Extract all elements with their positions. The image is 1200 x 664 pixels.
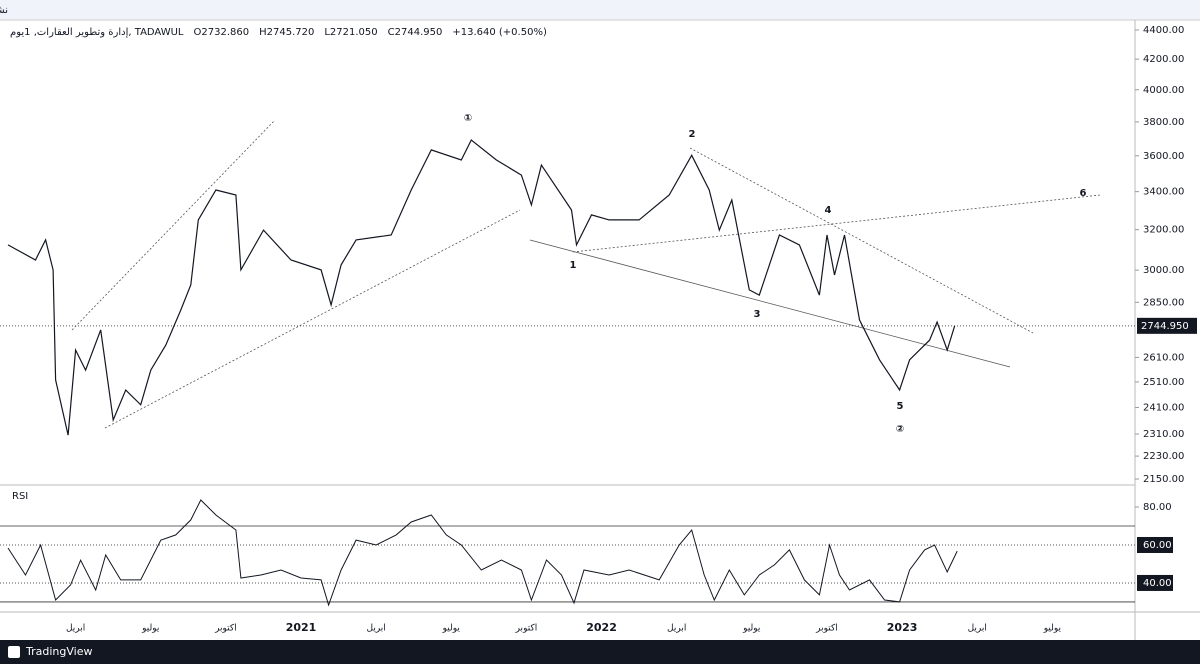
symbol: إدارة وتطوير العقارات, 1يوم, TADAWUL — [10, 27, 184, 38]
wave-label: ② — [896, 424, 904, 435]
y-tick-label: 2230.00 — [1143, 451, 1184, 462]
ohlc-value: +13.640 (+0.50%) — [452, 27, 547, 38]
wave-label: ① — [464, 113, 472, 124]
legend: إدارة وتطوير العقارات, 1يوم, TADAWUL O27… — [10, 27, 547, 38]
y-tick-label: 60.00 — [1143, 540, 1172, 551]
x-tick-label: اكتوبر — [815, 624, 838, 634]
last-price-box — [1137, 317, 1197, 334]
wave-label: 1 — [570, 260, 577, 271]
trend-line — [689, 147, 1034, 334]
ohlc-value: O2732.860 — [194, 27, 250, 38]
y-tick-label: 80.00 — [1143, 502, 1172, 513]
x-tick-label: يوليو — [742, 624, 761, 634]
x-tick-label: اكتوبر — [515, 624, 538, 634]
x-tick-label: ابريل — [66, 624, 85, 634]
trend-line — [71, 119, 276, 331]
y-tick-label: 2410.00 — [1143, 402, 1184, 413]
y-tick-label: 4000.00 — [1143, 85, 1184, 96]
rsi-title: RSI — [12, 491, 28, 502]
wave-label: 4 — [825, 205, 832, 216]
y-tick-label: 4200.00 — [1143, 54, 1184, 65]
y-tick-label: 2850.00 — [1143, 297, 1184, 308]
rsi-level-box — [1137, 574, 1173, 591]
wave-label: 2 — [689, 129, 696, 140]
x-tick-label: 2023 — [887, 621, 918, 634]
price-line — [7, 499, 958, 607]
x-tick-label: ابريل — [968, 624, 987, 634]
price-line — [7, 139, 956, 436]
ohlc-value: H2745.720 — [259, 27, 314, 38]
wave-label: 5 — [897, 401, 904, 412]
trend-line — [572, 194, 1101, 253]
y-tick-label: 2510.00 — [1143, 377, 1184, 388]
x-tick-label: يوليو — [141, 624, 160, 634]
x-tick-label: 2022 — [586, 621, 617, 634]
y-tick-label: 2610.00 — [1143, 352, 1184, 363]
header-text: نشر Elliotwave_tasi على TradingView.com … — [0, 5, 8, 16]
y-tick-label: 3200.00 — [1143, 225, 1184, 236]
x-tick-label: ابريل — [667, 624, 686, 634]
header-bar — [0, 0, 1200, 20]
y-tick-label: 2310.00 — [1143, 429, 1184, 440]
last-price-label: 2744.950 — [1141, 321, 1189, 332]
y-tick-label: 3600.00 — [1143, 151, 1184, 162]
rsi-level-box — [1137, 536, 1173, 553]
x-tick-label: 2021 — [286, 621, 317, 634]
ohlc-value: C2744.950 — [388, 27, 443, 38]
y-tick-label: 3800.00 — [1143, 117, 1184, 128]
x-tick-label: ابريل — [367, 624, 386, 634]
y-tick-label: 2150.00 — [1143, 474, 1184, 485]
y-tick-label: 3000.00 — [1143, 265, 1184, 276]
x-tick-label: اكتوبر — [214, 624, 237, 634]
footer-brand: TradingView — [25, 645, 92, 658]
x-tick-label: يوليو — [1043, 624, 1062, 634]
trend-line — [104, 209, 521, 429]
trend-line — [529, 239, 1011, 368]
x-tick-label: يوليو — [442, 624, 461, 634]
y-tick-label: 40.00 — [1143, 578, 1172, 589]
y-tick-label: 3400.00 — [1143, 187, 1184, 198]
ohlc-value: L2721.050 — [324, 27, 377, 38]
wave-label: 6 — [1080, 188, 1087, 199]
logo — [8, 646, 20, 658]
footer-bar — [0, 640, 1200, 664]
wave-label: 3 — [754, 309, 761, 320]
y-tick-label: 4400.00 — [1143, 25, 1184, 36]
